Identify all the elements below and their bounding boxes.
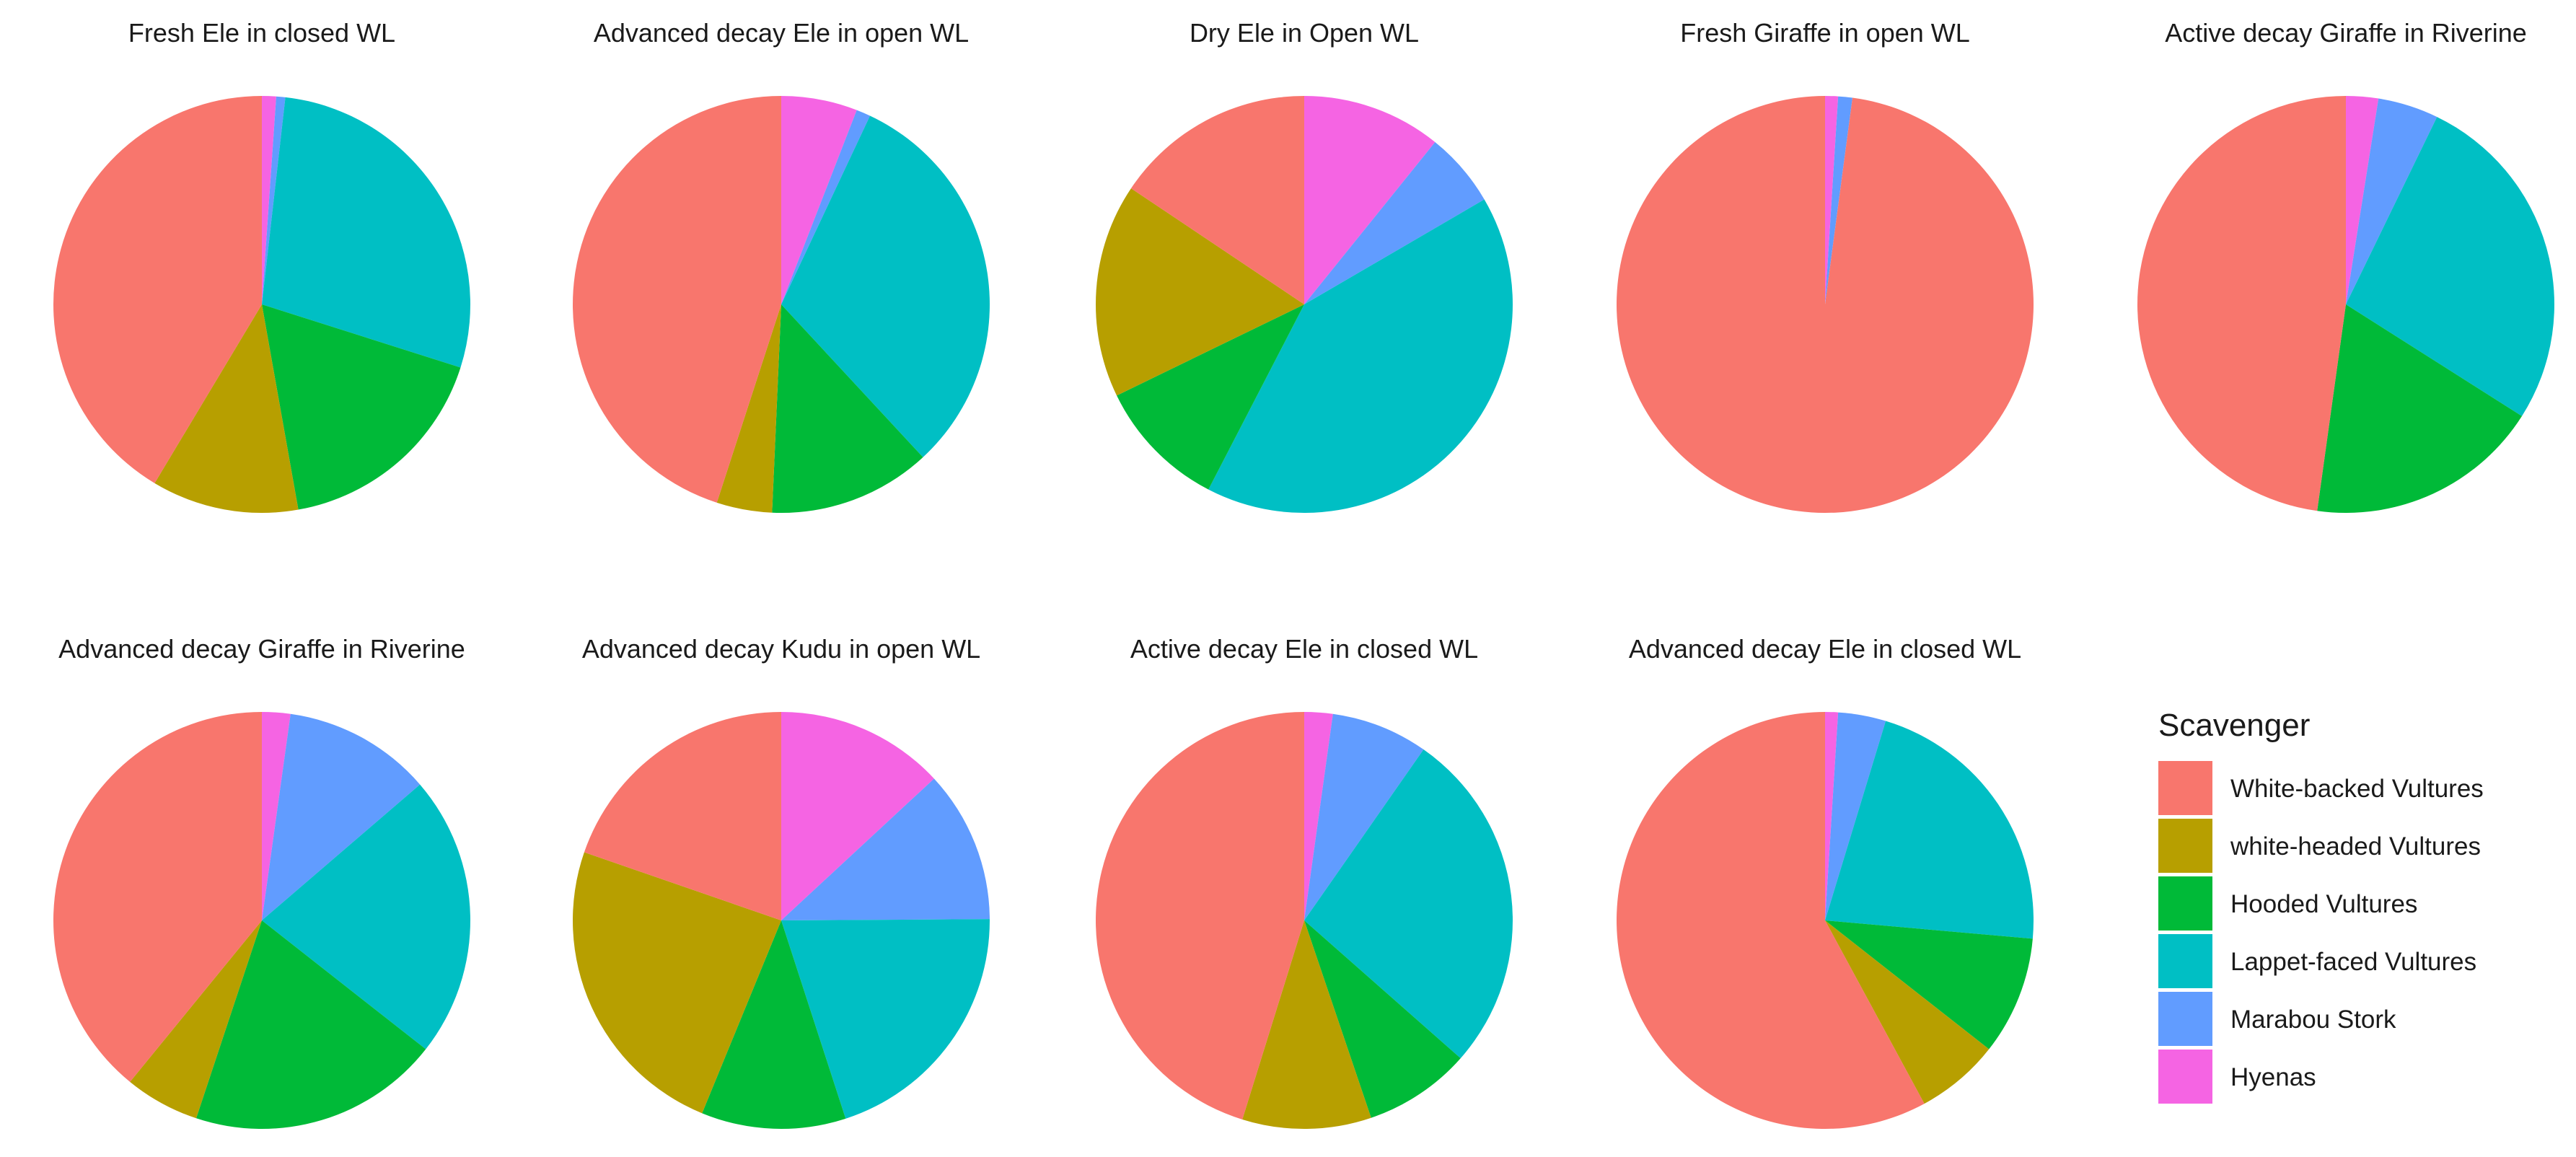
pie-slice-white-headed-vultures (1825, 920, 1990, 1104)
pie-slice-hyenas (262, 712, 291, 920)
pie-slice-white-backed-vultures (1096, 712, 1304, 1119)
pie-slice-hooded-vultures (262, 304, 461, 510)
pie-slice-marabou-stork (262, 713, 421, 920)
pie-slice-lappet-faced-vultures (1304, 749, 1513, 1059)
pie-slice-white-backed-vultures (1130, 96, 1304, 304)
legend-label: white-headed Vultures (2230, 832, 2481, 861)
pie-panel-advanced-decay-ele-in-open-wl: Advanced decay Ele in open WL (573, 18, 990, 513)
pie-title: Advanced decay Ele in open WL (594, 18, 969, 48)
pie-title: Fresh Giraffe in open WL (1680, 18, 1970, 48)
pie-panel-advanced-decay-ele-in-closed-wl: Advanced decay Ele in closed WL (1617, 634, 2034, 1129)
pie-slice-lappet-faced-vultures (781, 919, 990, 1119)
pie-slice-marabou-stork (781, 110, 871, 304)
pie-slice-hooded-vultures (1825, 920, 2033, 1050)
legend-item-hyenas: Hyenas (2158, 1050, 2316, 1104)
pie-slice-lappet-faced-vultures (1825, 721, 2034, 939)
pie-title: Advanced decay Ele in closed WL (1629, 634, 2021, 664)
pie-title: Active decay Giraffe in Riverine (2165, 18, 2527, 48)
pie-slice-white-backed-vultures (53, 96, 263, 483)
pie-slice-marabou-stork (262, 96, 286, 304)
pie-slice-hooded-vultures (702, 920, 846, 1129)
pie-slice-hyenas (1304, 712, 1333, 920)
pie-panel-active-decay-giraffe-in-riverine: Active decay Giraffe in Riverine (2137, 18, 2555, 514)
pie-slice-white-headed-vultures (573, 852, 781, 1114)
pie-slice-hyenas (1825, 712, 1839, 920)
pie-panel-active-decay-ele-in-closed-wl: Active decay Ele in closed WL (1096, 634, 1513, 1129)
pie-slice-hooded-vultures (1304, 920, 1461, 1118)
pie-panel-fresh-giraffe-in-open-wl: Fresh Giraffe in open WL (1617, 18, 2034, 513)
legend-label: White-backed Vultures (2230, 775, 2484, 803)
pie-title: Dry Ele in Open WL (1190, 18, 1419, 48)
legend-item-hooded-vultures: Hooded Vultures (2158, 876, 2417, 931)
pie-slice-hooded-vultures (2317, 304, 2523, 514)
pie-slice-marabou-stork (1304, 713, 1424, 920)
pie-slice-marabou-stork (1825, 712, 1886, 920)
pie-slice-marabou-stork (1825, 96, 1853, 304)
pie-slice-white-headed-vultures (1096, 188, 1304, 396)
pie-slice-hooded-vultures (772, 304, 923, 513)
pie-slice-hyenas (1825, 96, 1839, 304)
pie-slice-hyenas (2346, 96, 2379, 304)
legend-item-white-backed-vultures: White-backed Vultures (2158, 761, 2484, 815)
pie-slice-white-backed-vultures (573, 96, 781, 503)
legend-item-white-headed-vultures: white-headed Vultures (2158, 819, 2481, 873)
pie-title: Advanced decay Giraffe in Riverine (58, 634, 465, 664)
pie-slice-white-backed-vultures (1617, 712, 1925, 1129)
pie-slice-white-headed-vultures (1242, 920, 1371, 1129)
pie-title: Advanced decay Kudu in open WL (582, 634, 980, 664)
pie-slice-white-headed-vultures (154, 304, 299, 513)
pie-slice-hyenas (262, 96, 276, 304)
pie-slice-white-backed-vultures (2137, 96, 2346, 511)
legend-swatch (2158, 934, 2212, 988)
pie-slice-white-headed-vultures (716, 304, 781, 513)
legend-label: Hooded Vultures (2230, 890, 2417, 918)
pie-slice-hooded-vultures (1117, 304, 1304, 490)
pie-slice-hyenas (1304, 96, 1436, 304)
pie-title: Fresh Ele in closed WL (128, 18, 395, 48)
legend-swatch (2158, 992, 2212, 1046)
pie-slice-lappet-faced-vultures (262, 97, 470, 368)
legend-swatch (2158, 1050, 2212, 1104)
pie-panel-dry-ele-in-open-wl: Dry Ele in Open WL (1096, 18, 1513, 514)
legend-swatch (2158, 819, 2212, 873)
pie-slice-marabou-stork (2346, 98, 2437, 304)
pie-slice-lappet-faced-vultures (262, 784, 470, 1050)
legend-label: Hyenas (2230, 1063, 2316, 1091)
pie-slice-white-backed-vultures (53, 712, 262, 1082)
legend-item-marabou-stork: Marabou Stork (2158, 992, 2396, 1046)
legend-items: White-backed Vultures white-headed Vultur… (2158, 761, 2484, 1104)
pie-slice-hyenas (781, 96, 857, 304)
pie-slice-marabou-stork (1304, 142, 1485, 304)
pie-slice-marabou-stork (781, 778, 990, 920)
pie-slice-hyenas (781, 712, 934, 920)
pie-slice-white-backed-vultures (584, 712, 781, 920)
pie-slice-hooded-vultures (195, 920, 426, 1129)
pie-panel-advanced-decay-kudu-in-open-wl: Advanced decay Kudu in open WL (573, 634, 990, 1129)
pie-slice-white-backed-vultures (1617, 96, 2034, 513)
pie-title: Active decay Ele in closed WL (1130, 634, 1478, 664)
legend-label: Lappet-faced Vultures (2230, 948, 2476, 976)
legend: Scavenger White-backed Vultures white-hea… (2158, 708, 2484, 1104)
pie-slice-white-headed-vultures (130, 920, 262, 1119)
pie-panels: Fresh Ele in closed WL Advanced decay Ele… (53, 18, 2555, 1129)
legend-label: Marabou Stork (2230, 1006, 2396, 1034)
pie-slice-lappet-faced-vultures (1208, 199, 1513, 514)
pie-slice-lappet-faced-vultures (2346, 117, 2555, 416)
legend-swatch (2158, 876, 2212, 931)
legend-item-lappet-faced-vultures: Lappet-faced Vultures (2158, 934, 2476, 988)
pie-panel-fresh-ele-in-closed-wl: Fresh Ele in closed WL (53, 18, 470, 513)
pie-slice-lappet-faced-vultures (781, 115, 990, 457)
legend-title: Scavenger (2158, 708, 2310, 743)
pie-panel-advanced-decay-giraffe-in-riverine: Advanced decay Giraffe in Riverine (53, 634, 470, 1129)
legend-swatch (2158, 761, 2212, 815)
